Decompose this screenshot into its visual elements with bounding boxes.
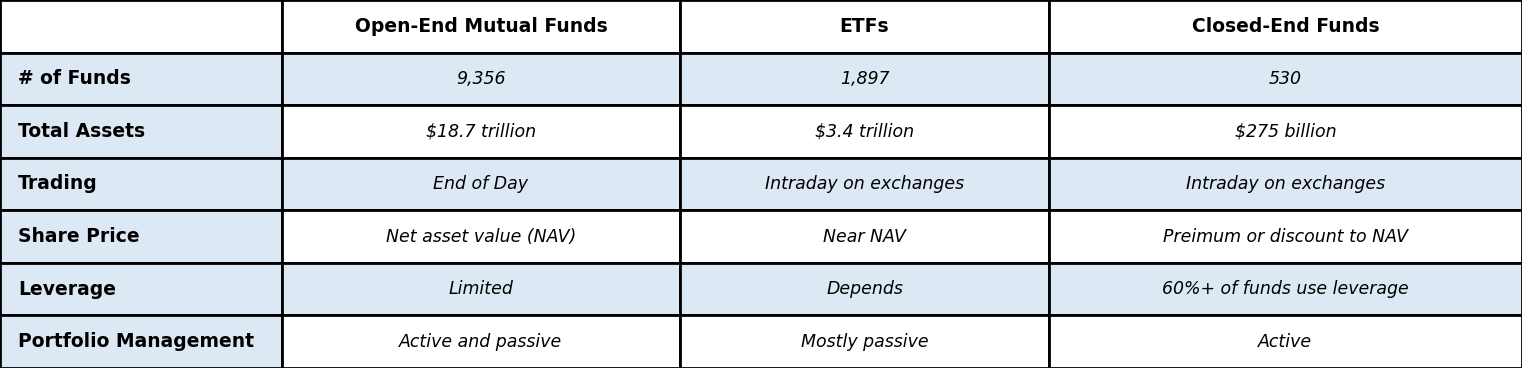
Bar <box>282 263 680 315</box>
Bar <box>282 315 680 368</box>
Text: $3.4 trillion: $3.4 trillion <box>814 123 915 141</box>
Text: Leverage: Leverage <box>18 280 116 299</box>
Text: Net asset value (NAV): Net asset value (NAV) <box>387 227 575 245</box>
Text: Intraday on exchanges: Intraday on exchanges <box>1186 175 1385 193</box>
Text: $18.7 trillion: $18.7 trillion <box>426 123 536 141</box>
Text: 60%+ of funds use leverage: 60%+ of funds use leverage <box>1161 280 1409 298</box>
Bar <box>1049 315 1522 368</box>
Text: Closed-End Funds: Closed-End Funds <box>1192 17 1379 36</box>
Bar <box>282 158 680 210</box>
Bar <box>282 105 680 158</box>
Text: 9,356: 9,356 <box>457 70 505 88</box>
Bar <box>680 0 1049 53</box>
Bar <box>282 0 680 53</box>
Text: 1,897: 1,897 <box>840 70 889 88</box>
Bar <box>1049 210 1522 263</box>
Bar <box>680 263 1049 315</box>
Text: ETFs: ETFs <box>840 17 889 36</box>
Text: Mostly passive: Mostly passive <box>801 333 928 351</box>
Bar <box>282 53 680 105</box>
Text: Intraday on exchanges: Intraday on exchanges <box>766 175 963 193</box>
Bar <box>0 263 282 315</box>
Bar <box>680 210 1049 263</box>
Bar <box>0 0 282 53</box>
Bar <box>0 158 282 210</box>
Bar <box>1049 53 1522 105</box>
Bar <box>0 315 282 368</box>
Bar <box>0 210 282 263</box>
Text: Portfolio Management: Portfolio Management <box>18 332 254 351</box>
Text: # of Funds: # of Funds <box>18 69 131 88</box>
Bar <box>1049 263 1522 315</box>
Bar <box>680 315 1049 368</box>
Text: Total Assets: Total Assets <box>18 122 146 141</box>
Text: Limited: Limited <box>449 280 513 298</box>
Text: Depends: Depends <box>826 280 903 298</box>
Bar <box>1049 105 1522 158</box>
Bar <box>680 158 1049 210</box>
Text: Preimum or discount to NAV: Preimum or discount to NAV <box>1163 227 1408 245</box>
Text: Active: Active <box>1259 333 1312 351</box>
Bar <box>0 53 282 105</box>
Text: End of Day: End of Day <box>434 175 528 193</box>
Bar <box>680 53 1049 105</box>
Bar <box>1049 158 1522 210</box>
Text: Trading: Trading <box>18 174 97 194</box>
Bar <box>0 105 282 158</box>
Text: Share Price: Share Price <box>18 227 140 246</box>
Bar <box>282 210 680 263</box>
Text: Near NAV: Near NAV <box>823 227 906 245</box>
Text: 530: 530 <box>1269 70 1301 88</box>
Bar <box>1049 0 1522 53</box>
Text: Active and passive: Active and passive <box>399 333 563 351</box>
Text: Open-End Mutual Funds: Open-End Mutual Funds <box>355 17 607 36</box>
Bar <box>680 105 1049 158</box>
Text: $275 billion: $275 billion <box>1234 123 1336 141</box>
